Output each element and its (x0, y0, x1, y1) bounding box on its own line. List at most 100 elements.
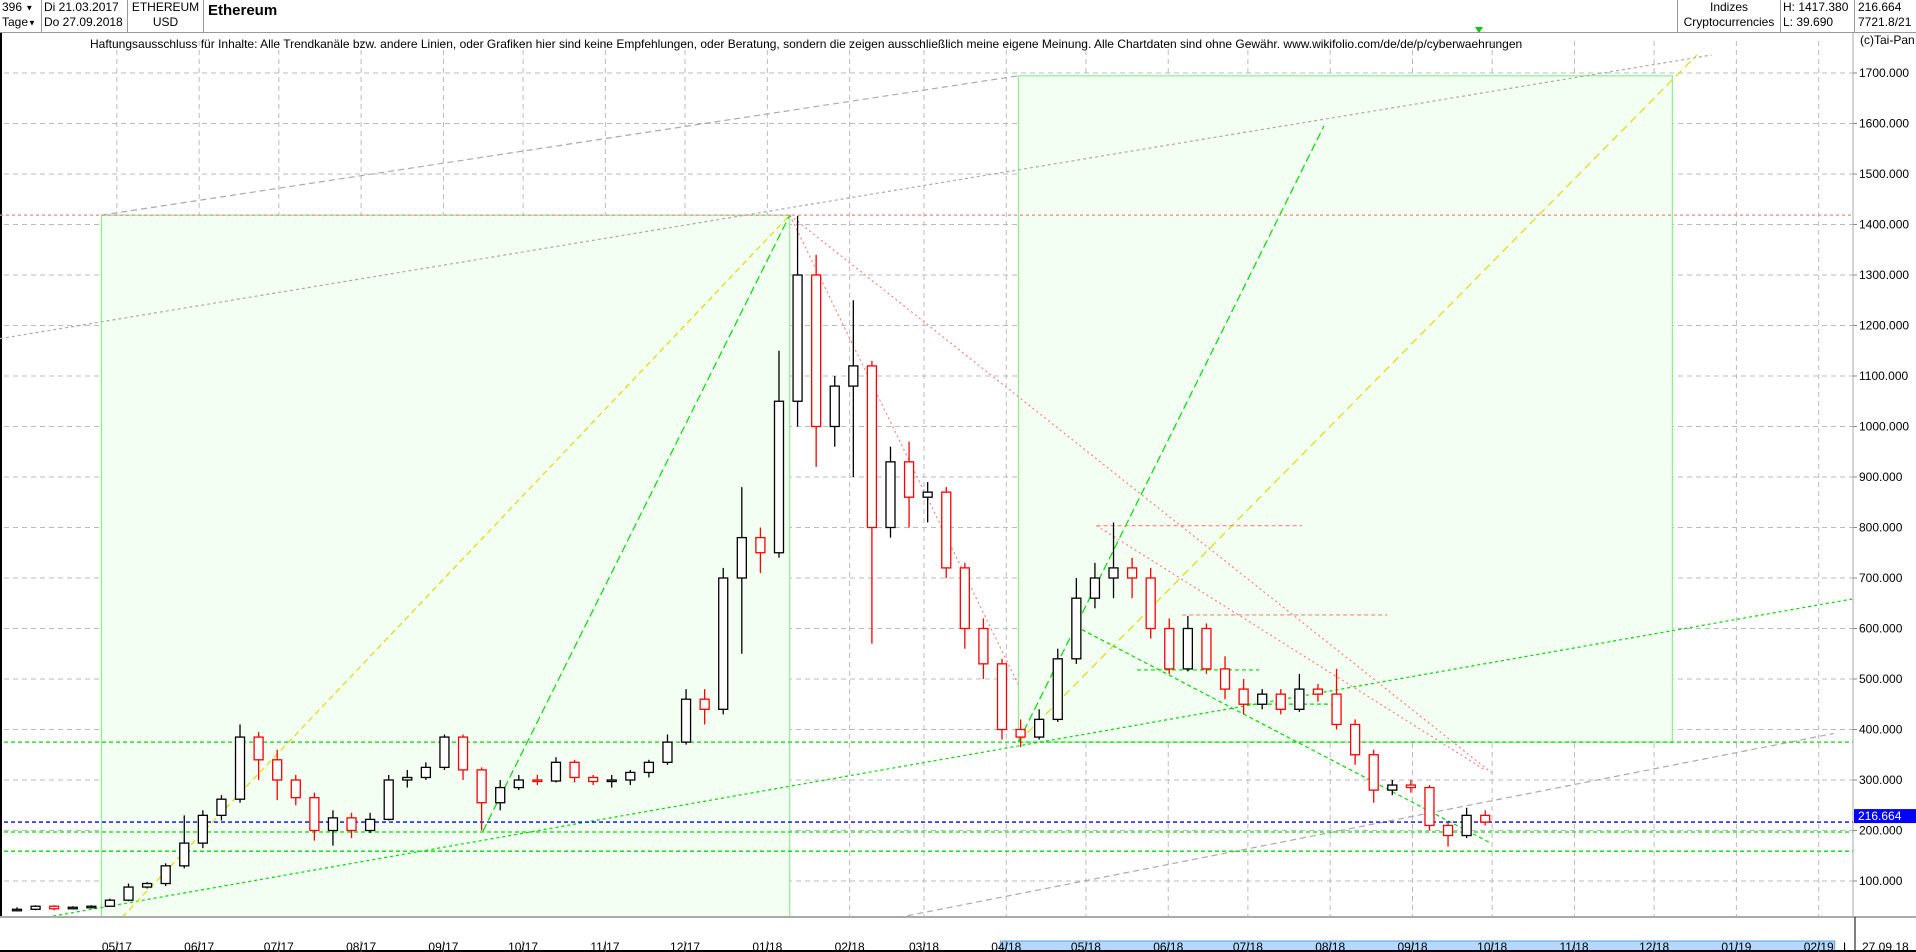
candle-body[interactable] (160, 865, 171, 885)
candle[interactable] (811, 254, 822, 467)
candle[interactable] (885, 446, 896, 538)
candle-body[interactable] (736, 536, 747, 579)
candle-body[interactable] (495, 786, 506, 804)
candle[interactable] (941, 487, 952, 578)
candle[interactable] (104, 898, 116, 907)
candle-body[interactable] (1201, 627, 1212, 670)
candle-body[interactable] (829, 385, 840, 428)
candle-body[interactable] (86, 905, 97, 909)
candle-body[interactable] (885, 461, 896, 529)
candle[interactable] (606, 774, 617, 788)
candle-body[interactable] (1015, 728, 1026, 738)
candle-body[interactable] (1126, 567, 1138, 579)
candle-body[interactable] (439, 736, 450, 769)
candle[interactable] (1034, 709, 1045, 740)
candle[interactable] (86, 905, 97, 909)
candle-body[interactable] (1219, 668, 1231, 690)
candle-body[interactable] (402, 776, 413, 781)
x-axis-range-highlight[interactable] (999, 940, 1836, 952)
candle[interactable] (1201, 623, 1212, 674)
candle-body[interactable] (643, 761, 655, 774)
candle[interactable] (978, 618, 989, 679)
candle-body[interactable] (383, 779, 394, 821)
candle[interactable] (67, 906, 78, 910)
candle-body[interactable] (1294, 688, 1305, 710)
candle-body[interactable] (216, 798, 227, 817)
date-range[interactable]: Di 21.03.2017 Do 27.09.2018 (42, 0, 128, 32)
candle-body[interactable] (197, 814, 209, 844)
candle-body[interactable] (1331, 693, 1342, 726)
candle-body[interactable] (792, 274, 803, 402)
candle[interactable] (866, 360, 878, 644)
candle[interactable] (1405, 780, 1417, 793)
candle[interactable] (383, 774, 394, 821)
candle[interactable] (1368, 749, 1379, 803)
candle-body[interactable] (1034, 718, 1045, 738)
candle[interactable] (272, 749, 283, 801)
candle[interactable] (1071, 578, 1082, 664)
candle[interactable] (773, 350, 785, 558)
candle[interactable] (1052, 648, 1063, 722)
candle[interactable] (1294, 673, 1305, 712)
candle-body[interactable] (773, 400, 785, 554)
period-selector[interactable]: 396 ▼ Tage▼ (0, 0, 42, 32)
candle-body[interactable] (457, 736, 469, 771)
candle[interactable] (1219, 656, 1231, 700)
candle-body[interactable] (606, 779, 617, 783)
candle-body[interactable] (662, 741, 673, 763)
candle-body[interactable] (941, 491, 952, 569)
candle-body[interactable] (104, 899, 116, 907)
candle[interactable] (1349, 719, 1361, 765)
candle[interactable] (829, 376, 840, 447)
candle-body[interactable] (866, 365, 878, 529)
candle[interactable] (680, 689, 692, 745)
candle[interactable] (1461, 807, 1472, 839)
candle-body[interactable] (1071, 597, 1082, 660)
candle[interactable] (662, 734, 673, 765)
candle-body[interactable] (513, 779, 524, 789)
candle-body[interactable] (253, 736, 264, 761)
candle[interactable] (1275, 689, 1286, 715)
candle-body[interactable] (903, 461, 915, 498)
candle[interactable] (959, 562, 970, 649)
candle-body[interactable] (49, 905, 60, 910)
candle[interactable] (550, 757, 562, 783)
candle-body[interactable] (1257, 693, 1268, 705)
candle[interactable] (587, 774, 599, 786)
candle-body[interactable] (1052, 658, 1063, 721)
candle-body[interactable] (1145, 577, 1156, 630)
candle-body[interactable] (272, 759, 283, 781)
candle-body[interactable] (699, 698, 710, 710)
candle[interactable] (903, 441, 915, 528)
candle[interactable] (996, 658, 1008, 740)
candle-body[interactable] (1424, 786, 1435, 827)
candle-body[interactable] (1164, 627, 1175, 670)
candle[interactable] (1331, 668, 1342, 730)
candle[interactable] (420, 762, 432, 780)
candle-body[interactable] (290, 779, 301, 799)
candle-body[interactable] (569, 761, 580, 779)
candle[interactable] (922, 482, 933, 523)
candle[interactable] (476, 767, 487, 831)
candle[interactable] (643, 759, 655, 778)
candle-body[interactable] (755, 536, 766, 554)
candle[interactable] (792, 215, 803, 427)
candle[interactable] (160, 863, 171, 887)
candle[interactable] (736, 487, 747, 654)
candle[interactable] (346, 812, 357, 839)
candle-body[interactable] (848, 365, 859, 387)
candle-body[interactable] (1442, 824, 1454, 837)
candle-body[interactable] (1349, 723, 1361, 756)
candle[interactable] (1387, 780, 1398, 796)
candle[interactable] (1164, 618, 1175, 674)
candle-body[interactable] (996, 663, 1008, 731)
candle-body[interactable] (420, 766, 432, 779)
candle[interactable] (513, 774, 524, 791)
candle[interactable] (1238, 679, 1249, 715)
candle-body[interactable] (1368, 754, 1379, 791)
candle-body[interactable] (1405, 784, 1417, 789)
candle-body[interactable] (1461, 814, 1472, 837)
date-to[interactable]: Do 27.09.2018 (44, 15, 123, 29)
candle[interactable] (216, 795, 227, 821)
